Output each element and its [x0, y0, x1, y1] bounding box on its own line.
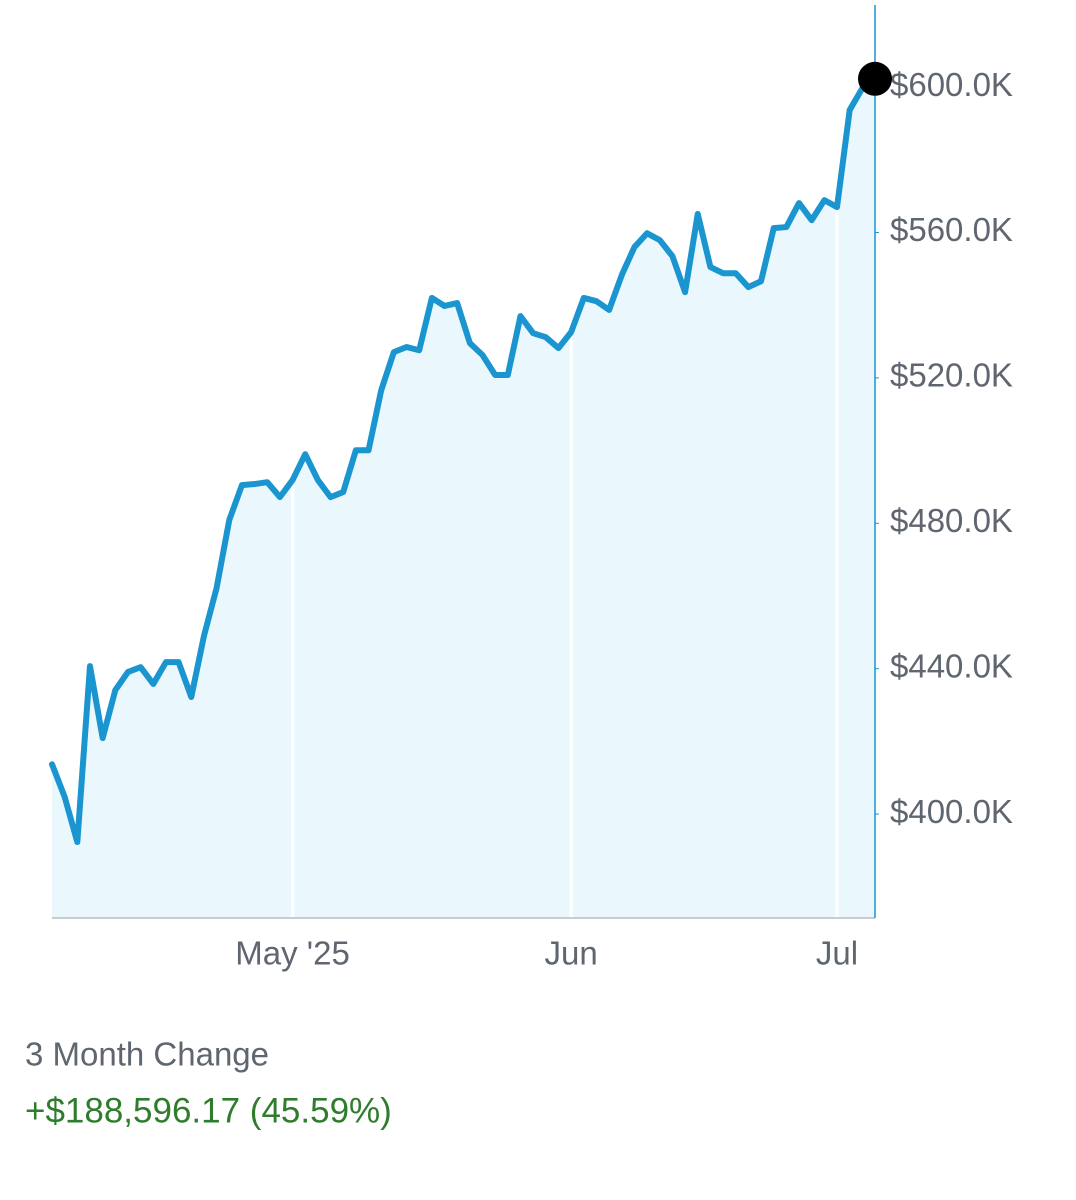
- y-tick-label: $520.0K: [890, 357, 1013, 394]
- area: [52, 78, 875, 919]
- summary-value: +$188,596.17 (45.59%): [25, 1091, 392, 1130]
- y-tick-label: $400.0K: [890, 793, 1013, 830]
- x-tick-label: May '25: [235, 935, 350, 972]
- summary-label: 3 Month Change: [25, 1036, 269, 1073]
- x-tick-label: Jun: [545, 935, 598, 972]
- y-tick-label: $480.0K: [890, 502, 1013, 539]
- y-tick-label: $560.0K: [890, 211, 1013, 248]
- y-tick-label: $440.0K: [890, 647, 1013, 684]
- line: [49, 75, 878, 846]
- y-tick-label: $600.0K: [890, 66, 1013, 103]
- last-point-marker: [858, 61, 892, 96]
- x-tick-label: Jul: [816, 935, 858, 972]
